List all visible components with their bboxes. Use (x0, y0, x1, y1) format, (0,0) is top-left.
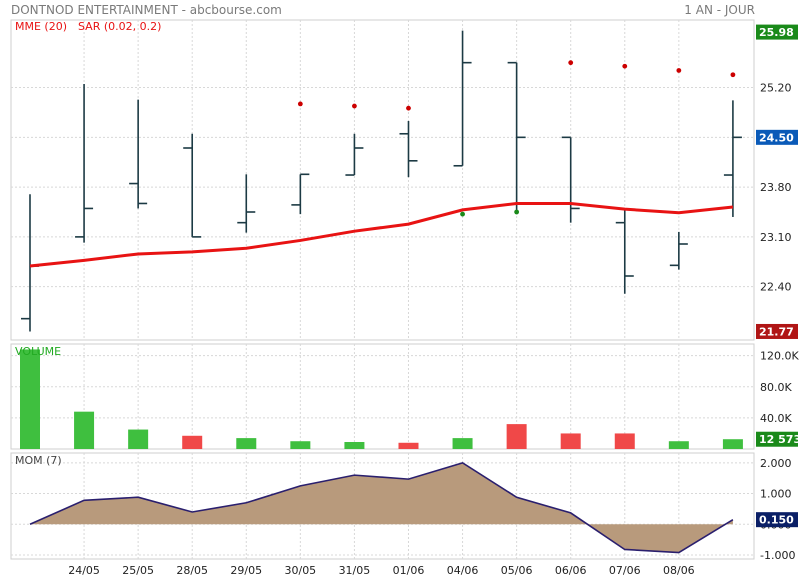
mom-panel-frame (10, 452, 755, 560)
price-panel-frame (10, 19, 755, 341)
sar-dot (730, 72, 736, 78)
price-tick-label: 23.10 (760, 231, 792, 244)
x-tick-label: 25/05 (122, 564, 154, 577)
x-tick-label: 07/06 (609, 564, 641, 577)
sar-dot (406, 105, 411, 111)
volume-bar (290, 441, 311, 449)
volume-bar (506, 424, 527, 449)
volume-bar (128, 429, 149, 449)
volume-bar (20, 349, 40, 449)
volume-bar (560, 433, 581, 449)
axis-labels: 25.20 24.50 23.80 23.10 22.40 MME (20) SAR (0.… (15, 20, 800, 577)
x-tick-label: 05/06 (501, 564, 533, 577)
sar-dot (514, 209, 520, 215)
x-tick-label: 30/05 (284, 564, 316, 577)
legend-ema: MME (20) (15, 20, 67, 33)
sar-dot (622, 63, 628, 69)
x-tick-label: 01/06 (393, 564, 425, 577)
x-tick-label: 06/06 (555, 564, 587, 577)
momentum-area (30, 462, 733, 553)
x-tick-label: 28/05 (176, 564, 208, 577)
momentum-panel (29, 461, 734, 554)
low-price-tag-bg (756, 323, 798, 339)
volume-bar (74, 411, 95, 449)
volume-tick-label: 40.0K (760, 412, 792, 425)
volume-label: VOLUME (15, 345, 61, 358)
last-volume-tag: 12 573 (759, 433, 800, 446)
volume-bar (614, 433, 635, 449)
x-tick-label: 24/05 (68, 564, 100, 577)
high-price-tag-bg (756, 24, 798, 40)
vol-panel-frame (10, 343, 755, 450)
x-tick-label: 08/06 (663, 564, 695, 577)
x-tick-label: 31/05 (339, 564, 371, 577)
volume-tick-label: 120.0K (760, 350, 799, 363)
period-label: 1 AN - JOUR (684, 3, 755, 17)
volume-bar (668, 441, 689, 449)
momentum-tick-label: -1.000 (760, 549, 795, 562)
last-price-tag-bg (756, 129, 798, 145)
chart-title: DONTNOD ENTERTAINMENT - abcbourse.com (11, 3, 282, 17)
last-price-tag: 24.50 (759, 131, 794, 144)
price-tick-label: 25.20 (760, 82, 792, 95)
volume-bar (182, 435, 203, 449)
price-tick-label: 22.40 (760, 281, 792, 294)
volume-bar (344, 442, 365, 449)
sar-dot (568, 60, 574, 66)
volume-tick-label: 80.0K (760, 381, 792, 394)
last-momentum-tag: 0.150 (759, 514, 794, 527)
sar-dot (676, 68, 682, 73)
x-tick-label: 29/05 (230, 564, 262, 577)
volume-bar (722, 439, 743, 449)
momentum-tick-label: 2.000 (760, 457, 792, 470)
momentum-tick-label: 1.000 (760, 488, 792, 501)
x-tick-label: 04/06 (447, 564, 479, 577)
momentum-label: MOM (7) (15, 454, 62, 467)
legend-sar: SAR (0.02, 0.2) (78, 20, 161, 33)
sar-dot (297, 101, 303, 107)
volume-bar (452, 438, 473, 449)
sar-dot (460, 211, 465, 217)
price-panel (21, 30, 742, 332)
volume-bar (236, 438, 257, 449)
low-price-tag: 21.77 (759, 325, 794, 338)
volume-bar (398, 442, 419, 449)
high-price-tag: 25.98 (759, 26, 794, 39)
ema-line (29, 201, 734, 268)
volume-panel (20, 349, 743, 449)
last-volume-tag-bg (756, 431, 798, 447)
sar-dot (352, 103, 357, 109)
price-tick-label: 23.80 (760, 181, 792, 194)
panel-frames (10, 19, 755, 560)
momentum-line (29, 461, 734, 554)
last-momentum-tag-bg (756, 512, 798, 528)
